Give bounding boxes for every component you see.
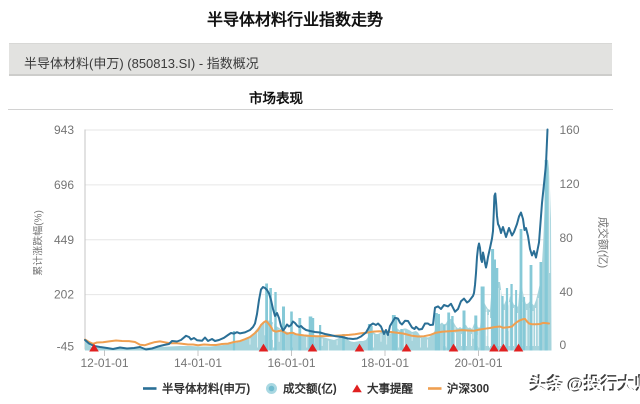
svg-text:12-01-01: 12-01-01 bbox=[80, 356, 128, 370]
svg-text:大事提醒: 大事提醒 bbox=[367, 382, 413, 396]
svg-text:696: 696 bbox=[54, 178, 74, 192]
svg-text:头条@投行大师兄: 头条@投行大师兄 bbox=[529, 373, 640, 393]
svg-text:16-01-01: 16-01-01 bbox=[267, 356, 315, 370]
svg-text:202: 202 bbox=[54, 288, 74, 302]
svg-text:160: 160 bbox=[560, 123, 580, 137]
svg-text:成交额(亿): 成交额(亿) bbox=[597, 217, 611, 268]
svg-text:沪深300: 沪深300 bbox=[447, 382, 489, 396]
svg-text:-45: -45 bbox=[57, 340, 75, 354]
svg-text:449: 449 bbox=[54, 233, 74, 247]
svg-text:943: 943 bbox=[54, 123, 74, 137]
svg-text:120: 120 bbox=[560, 177, 580, 191]
svg-text:0: 0 bbox=[560, 338, 567, 352]
svg-text:累计涨跌幅(%): 累计涨跌幅(%) bbox=[32, 210, 45, 276]
svg-text:成交额(亿): 成交额(亿) bbox=[283, 382, 337, 396]
svg-text:20-01-01: 20-01-01 bbox=[454, 356, 502, 370]
svg-text:头条@投行大师兄: 头条@投行大师兄 bbox=[531, 374, 640, 394]
svg-text:80: 80 bbox=[560, 231, 574, 245]
svg-text:18-01-01: 18-01-01 bbox=[361, 356, 409, 370]
svg-text:半导体材料(申万): 半导体材料(申万) bbox=[162, 382, 250, 396]
svg-text:14-01-01: 14-01-01 bbox=[174, 356, 222, 370]
svg-text:40: 40 bbox=[560, 285, 574, 299]
